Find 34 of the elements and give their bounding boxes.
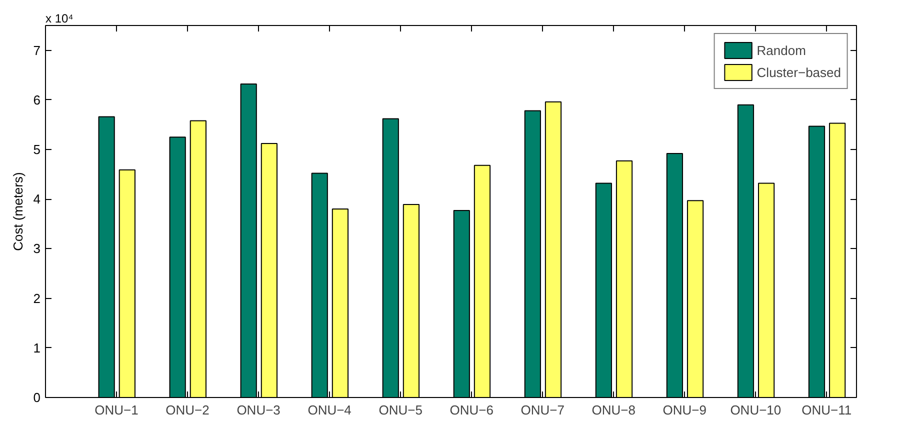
y-tick-label: 0 xyxy=(33,390,41,405)
y-tick-label: 3 xyxy=(33,241,41,256)
x-tick-label: ONU−9 xyxy=(662,402,707,418)
y-tick-label: 2 xyxy=(33,290,41,306)
legend-label: Random xyxy=(756,42,806,58)
y-axis-title: Cost (meters) xyxy=(10,172,26,251)
bar xyxy=(332,208,349,398)
x-tick-label: ONU−2 xyxy=(166,402,210,418)
legend-label: Cluster−based xyxy=(756,64,841,80)
text: x 10⁴ xyxy=(46,12,74,26)
y-tick-label: 5 xyxy=(33,142,41,157)
bar xyxy=(616,160,633,398)
x-tick-label: ONU−4 xyxy=(308,402,352,418)
x-tick-label: ONU−6 xyxy=(450,402,494,418)
y-tick-label: 1 xyxy=(33,340,41,356)
bar xyxy=(829,122,846,398)
bar xyxy=(544,101,562,398)
y-tick-label: 7 xyxy=(33,42,41,58)
x-tick-label: ONU−11 xyxy=(802,402,852,418)
x-tick-label: ONU−10 xyxy=(730,402,782,418)
y-tick-label: 4 xyxy=(33,192,41,207)
bar xyxy=(402,204,420,398)
x-tick-label: ONU−7 xyxy=(520,402,564,418)
bar xyxy=(260,143,278,398)
bar xyxy=(686,200,704,398)
y-tick-label: 6 xyxy=(33,92,41,108)
x-tick-label: ONU−1 xyxy=(94,402,138,418)
bar xyxy=(758,182,775,398)
x-tick-label: ONU−3 xyxy=(236,402,280,418)
bar xyxy=(474,164,491,398)
bar xyxy=(118,169,136,398)
bar xyxy=(190,120,206,398)
x-tick-label: ONU−8 xyxy=(592,402,636,418)
x-tick-label: ONU−5 xyxy=(378,402,422,418)
